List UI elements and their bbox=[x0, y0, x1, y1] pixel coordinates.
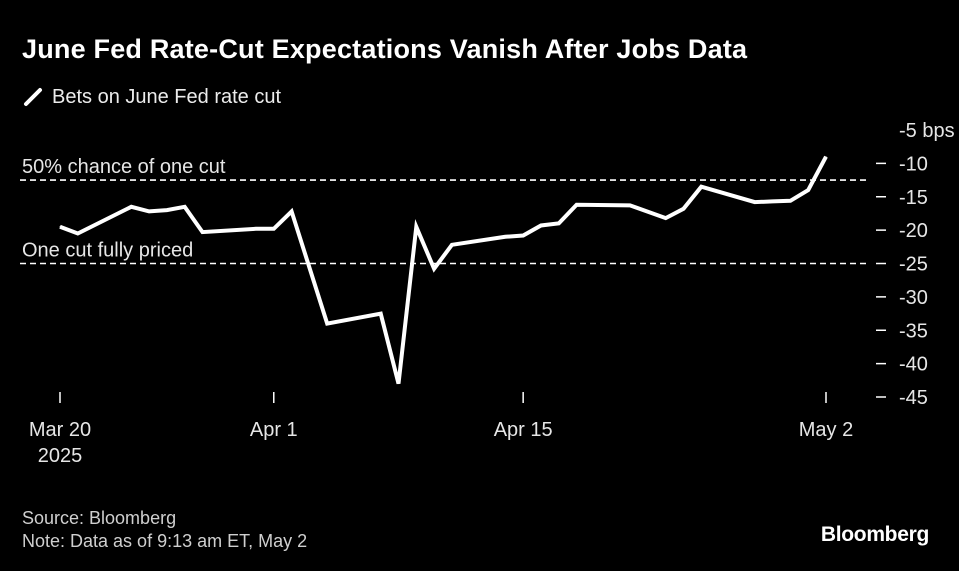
data-point bbox=[754, 201, 756, 203]
y-tick-label: -30 bbox=[899, 287, 928, 309]
series-line bbox=[59, 155, 828, 385]
y-tick-label: -5 bps bbox=[899, 120, 955, 142]
x-tick-label: Mar 20 bbox=[29, 419, 91, 441]
data-point bbox=[202, 231, 204, 233]
data-point bbox=[629, 204, 631, 206]
y-tick-label: -10 bbox=[899, 153, 928, 175]
data-point bbox=[77, 232, 79, 234]
y-tick-label: -15 bbox=[899, 187, 928, 209]
x-tick-label: Apr 15 bbox=[494, 419, 553, 441]
data-point bbox=[665, 217, 667, 219]
data-point bbox=[415, 226, 417, 228]
y-tick-label: -20 bbox=[899, 220, 928, 242]
chart-title: June Fed Rate-Cut Expectations Vanish Af… bbox=[22, 34, 748, 64]
data-note: Note: Data as of 9:13 am ET, May 2 bbox=[22, 531, 308, 551]
data-point bbox=[273, 228, 275, 230]
data-point bbox=[558, 222, 560, 224]
reference-line-label: 50% chance of one cut bbox=[22, 156, 226, 178]
x-tick-sublabel: 2025 bbox=[38, 445, 83, 467]
data-point bbox=[397, 383, 399, 385]
data-point bbox=[433, 268, 435, 270]
data-point bbox=[380, 313, 382, 315]
data-point bbox=[789, 200, 791, 202]
data-point bbox=[59, 226, 61, 228]
data-point bbox=[166, 209, 168, 211]
y-tick-label: -35 bbox=[899, 320, 928, 342]
data-point bbox=[576, 204, 578, 206]
data-point bbox=[700, 186, 702, 188]
data-point bbox=[326, 323, 328, 325]
data-point bbox=[291, 210, 293, 212]
data-point bbox=[825, 156, 827, 158]
data-point bbox=[184, 206, 186, 208]
bloomberg-logo: Bloomberg bbox=[820, 523, 929, 546]
y-tick-label: -25 bbox=[899, 254, 928, 276]
data-point bbox=[772, 200, 774, 202]
data-point bbox=[148, 210, 150, 212]
source-note: Source: Bloomberg bbox=[22, 508, 177, 528]
legend-label: Bets on June Fed rate cut bbox=[52, 85, 282, 108]
data-point bbox=[255, 228, 257, 230]
y-tick-label: -40 bbox=[899, 354, 928, 376]
reference-line-label: One cut fully priced bbox=[22, 240, 193, 262]
x-tick-label: Apr 1 bbox=[250, 419, 298, 441]
data-point bbox=[522, 234, 524, 236]
data-point bbox=[504, 236, 506, 238]
x-tick-label: May 2 bbox=[799, 419, 853, 441]
data-point bbox=[130, 206, 132, 208]
legend: Bets on June Fed rate cut bbox=[22, 84, 281, 110]
data-point bbox=[682, 208, 684, 210]
data-point bbox=[807, 189, 809, 191]
legend-line-icon bbox=[24, 88, 42, 106]
data-point bbox=[540, 224, 542, 226]
y-tick-label: -45 bbox=[899, 387, 928, 409]
data-point bbox=[451, 244, 453, 246]
